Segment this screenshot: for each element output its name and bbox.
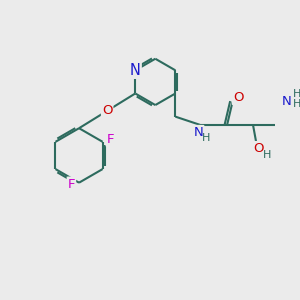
Text: H: H	[201, 133, 210, 142]
Text: O: O	[102, 104, 112, 117]
Text: O: O	[233, 91, 243, 104]
Text: H: H	[263, 150, 272, 160]
Text: O: O	[253, 142, 264, 155]
Text: N: N	[194, 126, 203, 139]
Text: F: F	[68, 178, 75, 190]
Text: N: N	[130, 63, 141, 78]
Text: H: H	[293, 89, 300, 99]
Text: H: H	[293, 99, 300, 109]
Text: F: F	[106, 133, 114, 146]
Text: N: N	[282, 94, 292, 108]
